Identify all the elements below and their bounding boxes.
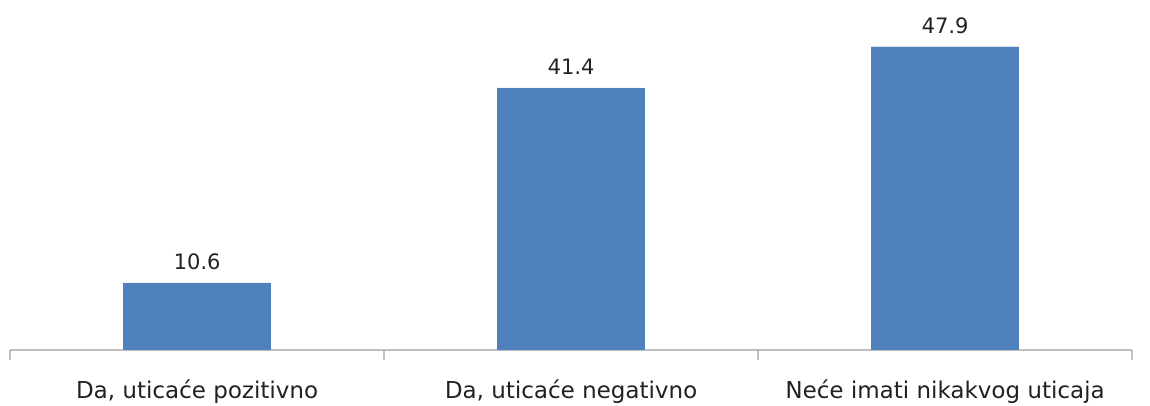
- value-label: 41.4: [548, 55, 595, 79]
- x-tick-label: Neće imati nikakvog uticaja: [785, 378, 1104, 404]
- bar: [871, 46, 1019, 350]
- value-label: 47.9: [922, 14, 969, 38]
- bar: [123, 282, 271, 350]
- x-tick-label: Da, uticaće pozitivno: [76, 378, 318, 404]
- value-label: 10.6: [174, 250, 221, 274]
- bar: [497, 87, 645, 351]
- x-tick-label: Da, uticaće negativno: [445, 378, 697, 404]
